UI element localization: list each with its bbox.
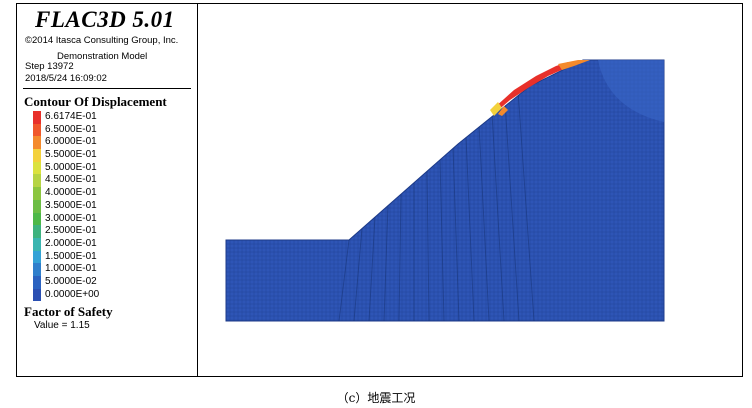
factor-of-safety-title: Factor of Safety <box>24 304 113 319</box>
contour-level-label: 3.5000E-01 <box>45 199 97 211</box>
contour-level-label: 1.5000E-01 <box>45 250 97 262</box>
crest-arc <box>598 60 664 122</box>
contour-level: 4.0000E-01 <box>33 187 99 200</box>
contour-swatch <box>33 187 41 200</box>
contour-swatch <box>33 111 41 124</box>
contour-level: 4.5000E-01 <box>33 174 99 188</box>
app-title: FLAC3D 5.01 <box>35 7 175 32</box>
zone-mid <box>558 60 590 70</box>
copyright-text: ©2014 Itasca Consulting Group, Inc. <box>25 35 179 46</box>
contour-level: 6.0000E-01 <box>33 136 99 150</box>
contour-swatch <box>33 161 41 175</box>
contour-level-label: 5.5000E-01 <box>45 149 97 161</box>
contour-level: 1.0000E-01 <box>33 263 99 276</box>
contour-swatch <box>33 263 41 276</box>
slope-body <box>225 59 665 322</box>
legend-panel: FLAC3D 5.01 ©2014 Itasca Consulting Grou… <box>17 4 198 376</box>
contour-title: Contour Of Displacement <box>24 94 167 109</box>
legend-divider <box>23 88 191 89</box>
step-counter: Step 13972 <box>25 61 74 72</box>
zone-low <box>490 102 502 116</box>
contour-level: 5.0000E-02 <box>33 275 99 289</box>
zone-mid-small <box>498 106 508 116</box>
contour-scale: 6.6174E-01 6.5000E-01 6.0000E-01 5.5000E-01… <box>33 111 100 302</box>
model-view[interactable] <box>198 4 742 376</box>
figure-caption: （c）地震工况 <box>336 391 416 405</box>
contour-level-label: 4.5000E-01 <box>45 174 97 186</box>
contour-level-label: 2.0000E-01 <box>45 237 97 249</box>
contour-level: 5.5000E-01 <box>33 149 99 162</box>
contour-swatch <box>33 212 41 226</box>
contour-swatch <box>33 275 41 289</box>
contour-level: 2.0000E-01 <box>33 237 99 251</box>
contour-level-label: 6.6174E-01 <box>45 111 97 122</box>
plot-frame: FLAC3D 5.01 ©2014 Itasca Consulting Grou… <box>16 3 743 377</box>
zone-high <box>494 62 568 112</box>
contour-level-label: 6.5000E-01 <box>45 123 97 135</box>
contour-level-label: 2.5000E-01 <box>45 225 97 237</box>
contour-level-label: 6.0000E-01 <box>45 136 97 148</box>
contour-level: 3.5000E-01 <box>33 199 99 213</box>
model-name: Demonstration Model <box>57 51 148 62</box>
contour-level: 6.5000E-01 <box>33 123 99 137</box>
contour-swatch <box>33 250 41 264</box>
contour-level: 5.0000E-01 <box>33 161 99 175</box>
contour-level: 1.5000E-01 <box>33 250 99 264</box>
contour-level-label: 3.0000E-01 <box>45 212 97 224</box>
contour-level-label: 5.0000E-02 <box>45 275 97 287</box>
contour-level-label: 0.0000E+00 <box>45 288 100 300</box>
slope-mesh <box>225 59 665 322</box>
timestamp: 2018/5/24 16:09:02 <box>25 73 107 84</box>
contour-swatch <box>33 136 41 150</box>
slope-face-bands <box>338 90 535 321</box>
contour-swatch <box>33 225 41 238</box>
factor-of-safety-value: Value = 1.15 <box>34 320 90 331</box>
contour-swatch <box>33 288 41 302</box>
contour-level: 3.0000E-01 <box>33 212 99 226</box>
contour-level-label: 5.0000E-01 <box>45 161 97 173</box>
contour-level: 6.6174E-01 <box>33 111 99 124</box>
displacement-zones <box>490 60 590 116</box>
contour-swatch <box>33 199 41 213</box>
contour-swatch <box>33 149 41 162</box>
contour-swatch <box>33 123 41 137</box>
contour-swatch <box>33 237 41 251</box>
contour-swatch <box>33 174 41 188</box>
contour-level: 2.5000E-01 <box>33 225 99 238</box>
contour-level: 0.0000E+00 <box>33 288 100 302</box>
contour-level-label: 1.0000E-01 <box>45 263 97 275</box>
contour-level-label: 4.0000E-01 <box>45 187 97 199</box>
